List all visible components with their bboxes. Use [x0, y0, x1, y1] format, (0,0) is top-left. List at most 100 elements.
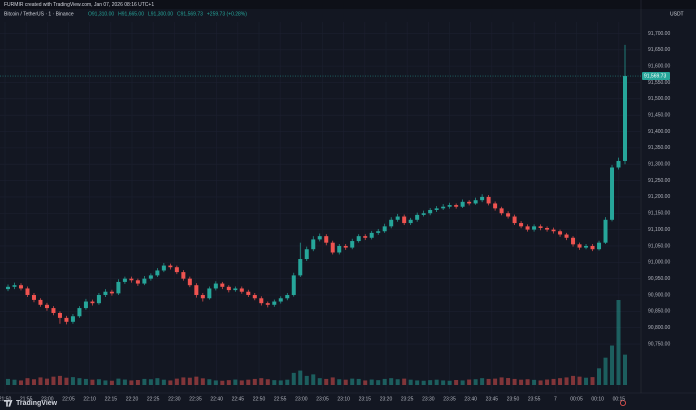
- x-tick-label: 00:05: [570, 396, 583, 402]
- volume-bar: [590, 377, 595, 385]
- x-tick-label: 23:35: [443, 396, 456, 402]
- volume-bar: [421, 380, 426, 385]
- candle-body: [77, 308, 82, 317]
- x-tick-label: 23:40: [464, 396, 477, 402]
- y-tick-label: 91,350.00: [648, 145, 670, 151]
- candle-body: [226, 286, 231, 291]
- candle-body: [558, 231, 563, 235]
- volume-bar: [148, 379, 153, 385]
- volume-bar: [31, 379, 36, 385]
- x-tick-label: 22:25: [147, 396, 160, 402]
- y-tick-label: 91,000.00: [648, 260, 670, 266]
- y-tick-label: 91,500.00: [648, 96, 670, 102]
- header-text: FURMIR created with TradingView.com, Jan…: [4, 2, 154, 8]
- x-tick-label: 21:50: [0, 396, 11, 402]
- x-tick-label: 23:30: [422, 396, 435, 402]
- x-tick-label: 22:20: [126, 396, 139, 402]
- x-tick-label: 22:10: [83, 396, 96, 402]
- volume-bar: [83, 378, 88, 385]
- x-tick-label: 23:55: [528, 396, 541, 402]
- candle-body: [564, 234, 569, 238]
- candle-body: [278, 298, 283, 302]
- volume-bar: [558, 378, 563, 385]
- volume-bar: [415, 380, 420, 385]
- volume-bar: [77, 378, 82, 385]
- candle-body: [6, 286, 10, 290]
- candle-body: [194, 285, 199, 295]
- volume-bar: [363, 380, 368, 385]
- volume-bar: [616, 300, 621, 385]
- volume-bar: [610, 345, 615, 385]
- candle-body: [473, 200, 478, 204]
- volume-bar: [551, 378, 556, 385]
- candle-body: [486, 196, 491, 204]
- candle-body: [597, 242, 602, 250]
- event-marker[interactable]: [620, 399, 627, 406]
- volume-bar: [343, 379, 348, 385]
- volume-bar: [96, 379, 101, 385]
- volume-bar: [265, 379, 270, 385]
- candle-body: [350, 241, 355, 248]
- candle-body: [304, 249, 309, 260]
- volume-bar: [525, 379, 530, 385]
- candle-body: [83, 301, 88, 309]
- brand-logo: [4, 400, 13, 407]
- candle-body: [272, 301, 277, 305]
- volume-bar: [324, 378, 329, 385]
- x-tick-label: 23:20: [380, 396, 393, 402]
- x-tick-label: 22:50: [253, 396, 266, 402]
- x-tick-label: 23:00: [295, 396, 308, 402]
- candle-body: [155, 270, 160, 276]
- candle-body: [493, 203, 498, 209]
- logo-mark: [4, 400, 13, 407]
- ohlc-value: O91,310.00: [88, 11, 114, 17]
- candle-body: [382, 226, 387, 232]
- volume-bar: [38, 377, 43, 385]
- volume-bar: [181, 377, 186, 385]
- header-bar: [0, 0, 696, 9]
- candle-body: [116, 281, 121, 294]
- volume-bar: [90, 379, 95, 385]
- volume-bar: [311, 374, 316, 385]
- candle-body: [603, 219, 608, 243]
- candle-body: [337, 245, 342, 253]
- volume-bar: [70, 377, 75, 385]
- volume-bar: [213, 380, 218, 385]
- y-tick-label: 91,700.00: [648, 31, 670, 37]
- candle-body: [239, 288, 244, 292]
- candle-body: [330, 242, 335, 253]
- volume-bar: [564, 377, 569, 385]
- volume-bar: [577, 376, 582, 385]
- volume-bar: [174, 378, 179, 385]
- volume-bar: [226, 380, 231, 385]
- volume-bar: [460, 380, 465, 385]
- volume-bar: [532, 379, 537, 385]
- volume-bar: [194, 376, 199, 385]
- volume-bar: [408, 379, 413, 385]
- volume-bar: [259, 378, 264, 385]
- candle-body: [207, 288, 212, 299]
- candle-body: [51, 308, 56, 313]
- x-tick-label: 22:30: [168, 396, 181, 402]
- candle-body: [577, 244, 582, 248]
- candle-body: [525, 226, 530, 230]
- x-tick-label: 23:25: [401, 396, 414, 402]
- y-tick-label: 91,150.00: [648, 211, 670, 217]
- volume-bar: [389, 378, 394, 385]
- volume-bar: [376, 380, 381, 385]
- currency: USDT: [670, 11, 684, 17]
- candle-body: [532, 226, 537, 230]
- candle-body: [213, 283, 218, 289]
- brand: TradingView: [16, 400, 58, 407]
- candle-body: [57, 312, 62, 318]
- candle-body: [538, 226, 543, 228]
- candle-body: [356, 236, 361, 242]
- volume-bar: [519, 379, 524, 385]
- volume-bar: [57, 375, 62, 385]
- volume-bar: [434, 379, 439, 385]
- volume-bar: [486, 378, 491, 385]
- volume-bar: [571, 375, 576, 385]
- candle-body: [12, 285, 17, 287]
- volume-bar: [454, 379, 459, 385]
